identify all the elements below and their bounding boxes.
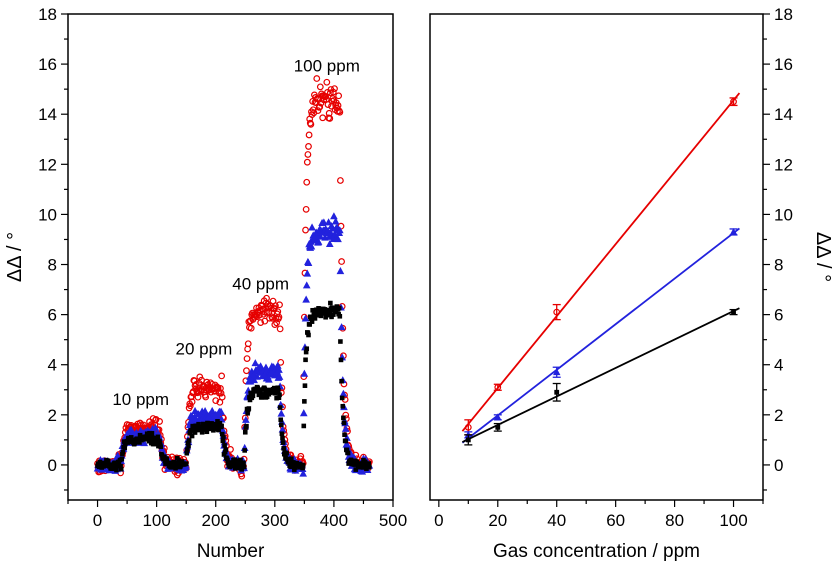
x-tick-label: 0 — [434, 511, 443, 530]
left-panel: 0 100 200 300 400 500 0 2 4 6 8 10 12 14 16 18 Number ΔΔ … — [4, 5, 407, 562]
x-tick-label: 100 — [142, 511, 170, 530]
series-black-points — [95, 300, 372, 473]
axis-ticks — [438, 13, 770, 507]
axes-frame — [67, 13, 394, 501]
annotation-label: 100 ppm — [294, 57, 360, 76]
y-tick-label: 4 — [774, 356, 783, 375]
axes-frame — [429, 13, 764, 501]
y-tick-label: 18 — [774, 5, 793, 24]
series-red-calibration — [461, 92, 741, 436]
y-tick-label: 0 — [48, 456, 57, 475]
x-tick-label: 100 — [719, 511, 747, 530]
y-tick-label: 8 — [48, 256, 57, 275]
right-panel: 0 20 40 60 80 100 0 2 4 6 8 10 12 14 16 18 Gas concentra… — [429, 5, 834, 562]
y-tick-label: 6 — [774, 306, 783, 325]
annotation-label: 10 ppm — [112, 390, 169, 409]
fit-line — [461, 92, 741, 432]
y-tick-label: 8 — [774, 256, 783, 275]
y-tick-label: 18 — [38, 5, 57, 24]
y-tick-label: 12 — [38, 155, 57, 174]
fit-line — [462, 307, 740, 443]
series-black-calibration — [462, 307, 740, 446]
y-tick-label: 12 — [774, 155, 793, 174]
x-tick-label: 300 — [261, 511, 289, 530]
y-tick-label: 2 — [774, 406, 783, 425]
annotation-label: 40 ppm — [232, 275, 289, 294]
y-axis-title: ΔΔ / ° — [812, 232, 834, 282]
series-blue-calibration — [461, 227, 740, 444]
x-tick-label: 60 — [606, 511, 625, 530]
x-tick-label: 80 — [665, 511, 684, 530]
fit-line — [461, 227, 740, 444]
y-tick-label: 2 — [48, 406, 57, 425]
x-axis-title: Number — [197, 541, 265, 562]
x-tick-label: 500 — [379, 511, 407, 530]
annotation-label: 20 ppm — [176, 340, 233, 359]
x-tick-label: 40 — [547, 511, 566, 530]
y-tick-label: 16 — [38, 55, 57, 74]
y-axis-title: ΔΔ / ° — [4, 232, 26, 282]
x-tick-label: 200 — [202, 511, 230, 530]
y-tick-label: 6 — [48, 306, 57, 325]
y-tick-label: 0 — [774, 456, 783, 475]
x-tick-label: 0 — [93, 511, 102, 530]
x-tick-label: 20 — [488, 511, 507, 530]
y-tick-label: 10 — [38, 205, 57, 224]
y-tick-label: 14 — [774, 105, 793, 124]
y-tick-label: 14 — [38, 105, 57, 124]
x-tick-label: 400 — [320, 511, 348, 530]
y-tick-label: 16 — [774, 55, 793, 74]
y-tick-label: 4 — [48, 356, 57, 375]
x-axis-title: Gas concentration / ppm — [493, 541, 700, 562]
y-tick-label: 10 — [774, 205, 793, 224]
axis-ticks — [61, 13, 394, 507]
